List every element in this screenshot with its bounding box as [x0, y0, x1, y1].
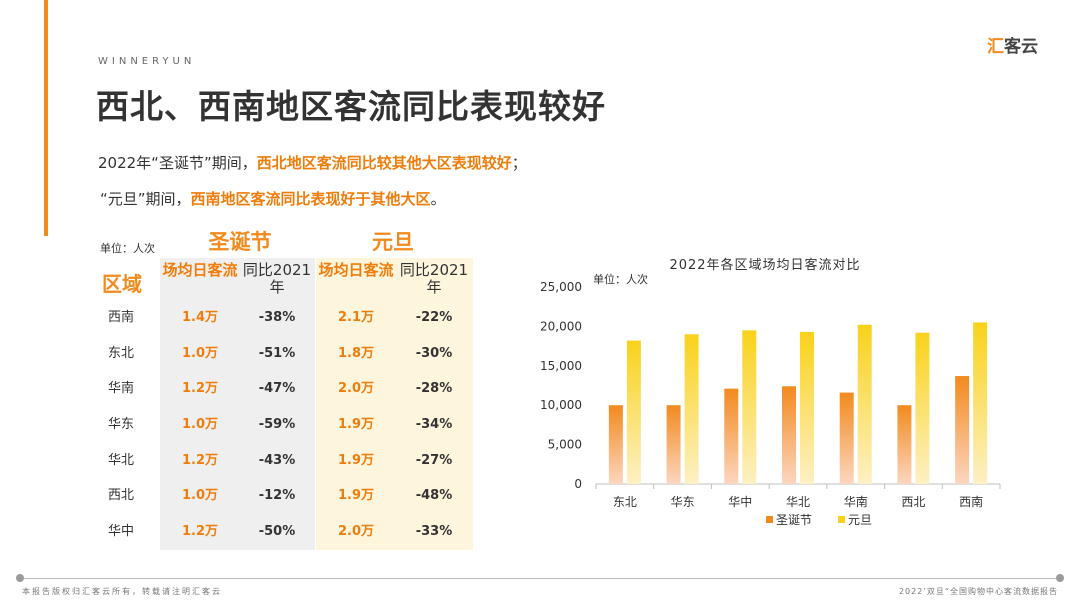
- christmas-avg-header: 场均日客流: [162, 261, 238, 279]
- christmas-avg-cell: 1.4万: [181, 310, 219, 325]
- chart-unit-label: 单位：人次: [593, 273, 648, 286]
- x-tick-label: 华中: [728, 494, 752, 509]
- y-tick-label: 0: [574, 477, 582, 491]
- christmas-yoy-cell: -38%: [258, 310, 296, 325]
- newyear-yoy-cell: -30%: [415, 346, 453, 361]
- newyear-column-background: [316, 258, 473, 550]
- newyear-avg-cell: 1.8万: [337, 346, 375, 361]
- bar-christmas: [724, 388, 739, 484]
- christmas-yoy-header: 同比2021年: [242, 261, 312, 296]
- newyear-yoy-header: 同比2021年: [399, 261, 469, 296]
- table-row: 华南 1.2万 -47% 2.0万 -28%: [100, 371, 475, 407]
- x-tick-label: 西北: [901, 495, 925, 509]
- chart-title: 2022年各区域场均日客流对比: [669, 258, 861, 273]
- newyear-yoy-cell: -34%: [415, 417, 453, 432]
- newyear-yoy-cell: -27%: [415, 453, 453, 468]
- company-logo: 汇客云: [987, 37, 1038, 57]
- region-cell: 华东: [108, 417, 135, 432]
- footer-dot-left: [16, 574, 24, 582]
- christmas-group-header: 圣诞节: [208, 230, 272, 254]
- christmas-avg-cell: 1.2万: [181, 524, 219, 539]
- christmas-yoy-cell: -51%: [258, 346, 296, 361]
- christmas-avg-cell: 1.0万: [181, 417, 219, 432]
- table-row: 西南 1.4万 -38% 2.1万 -22%: [100, 300, 475, 336]
- summary-line-christmas: 2022年“圣诞节”期间，西北地区客流同比较其他大区表现较好；: [98, 154, 527, 172]
- footer-report-name: 2022’双旦“全国购物中心客流数据报告: [898, 587, 1058, 596]
- newyear-yoy-cell: -22%: [415, 310, 453, 325]
- table-row: 华东 1.0万 -59% 1.9万 -34%: [100, 407, 475, 443]
- region-cell: 西南: [108, 310, 135, 325]
- table-row: 西北 1.0万 -12% 1.9万 -48%: [100, 478, 475, 514]
- christmas-yoy-cell: -47%: [258, 381, 296, 396]
- footer-dot-right: [1056, 574, 1064, 582]
- christmas-yoy-cell: -43%: [258, 453, 296, 468]
- region-cell: 东北: [108, 346, 135, 361]
- y-tick-label: 15,000: [540, 359, 582, 373]
- legend-label-christmas: 圣诞节: [776, 513, 812, 527]
- newyear-avg-cell: 2.0万: [337, 381, 375, 396]
- bar-newyear: [742, 330, 757, 484]
- bar-newyear: [857, 324, 872, 484]
- footer-divider: [22, 578, 1058, 579]
- christmas-avg-cell: 1.2万: [181, 381, 219, 396]
- newyear-avg-cell: 1.9万: [337, 417, 375, 432]
- christmas-avg-cell: 1.2万: [181, 453, 219, 468]
- footer-copyright: 本报告版权归汇客云所有，转载请注明汇客云: [22, 587, 222, 596]
- newyear-avg-cell: 1.9万: [337, 453, 375, 468]
- legend-swatch-christmas: [766, 516, 773, 523]
- newyear-avg-cell: 2.1万: [337, 310, 375, 325]
- page-title: 西北、西南地区客流同比表现较好: [96, 87, 606, 126]
- newyear-avg-header: 场均日客流: [318, 261, 394, 279]
- x-tick-label: 华南: [844, 494, 868, 509]
- y-tick-label: 5,000: [548, 438, 582, 452]
- bar-newyear: [800, 331, 814, 484]
- bar-christmas: [782, 386, 796, 484]
- newyear-group-header: 元旦: [372, 230, 414, 254]
- bar-newyear: [626, 340, 641, 484]
- bar-christmas: [608, 405, 623, 484]
- region-column-header: 区域: [102, 272, 142, 296]
- legend-swatch-newyear: [838, 516, 845, 523]
- y-tick-label: 10,000: [540, 398, 582, 412]
- table-row: 华中 1.2万 -50% 2.0万 -33%: [100, 514, 475, 550]
- x-tick-label: 华北: [786, 495, 810, 509]
- bar-christmas: [897, 405, 912, 484]
- x-tick-label: 西南: [959, 494, 983, 509]
- summary-line-newyear: “元旦”期间，西南地区客流同比表现好于其他大区。: [100, 190, 446, 208]
- bar-newyear: [973, 322, 988, 484]
- newyear-avg-cell: 2.0万: [337, 524, 375, 539]
- region-cell: 华中: [108, 524, 135, 539]
- christmas-column-background: [160, 258, 315, 550]
- region-cell: 华南: [108, 381, 135, 396]
- y-tick-label: 20,000: [540, 319, 582, 333]
- bar-newyear: [915, 332, 930, 484]
- bar-chart: 0 5,000 10,000 15,000 20,000 25,000 东北 华东 华中 华北 华南…: [540, 280, 1001, 527]
- christmas-yoy-cell: -50%: [258, 524, 296, 539]
- table-row: 东北 1.0万 -51% 1.8万 -30%: [100, 336, 475, 372]
- christmas-yoy-cell: -12%: [258, 488, 296, 503]
- x-tick-label: 东北: [613, 495, 637, 509]
- brand-text: WINNERYUN: [98, 56, 196, 67]
- christmas-avg-cell: 1.0万: [181, 488, 219, 503]
- y-tick-label: 25,000: [540, 280, 582, 294]
- bar-christmas: [955, 376, 970, 484]
- newyear-yoy-cell: -28%: [415, 381, 453, 396]
- table-row: 华北 1.2万 -43% 1.9万 -27%: [100, 443, 475, 479]
- region-cell: 华北: [108, 453, 135, 468]
- accent-bar: [44, 0, 48, 236]
- christmas-yoy-cell: -59%: [258, 417, 296, 432]
- region-cell: 西北: [108, 488, 135, 503]
- x-tick-label: 华东: [671, 495, 695, 509]
- table-unit-label: 单位：人次: [100, 242, 155, 255]
- bar-christmas: [839, 392, 854, 484]
- christmas-avg-cell: 1.0万: [181, 346, 219, 361]
- bar-newyear: [684, 334, 699, 484]
- legend-label-newyear: 元旦: [848, 513, 872, 527]
- bar-christmas: [666, 405, 681, 484]
- newyear-avg-cell: 1.9万: [337, 488, 375, 503]
- newyear-yoy-cell: -33%: [415, 524, 453, 539]
- newyear-yoy-cell: -48%: [415, 488, 453, 503]
